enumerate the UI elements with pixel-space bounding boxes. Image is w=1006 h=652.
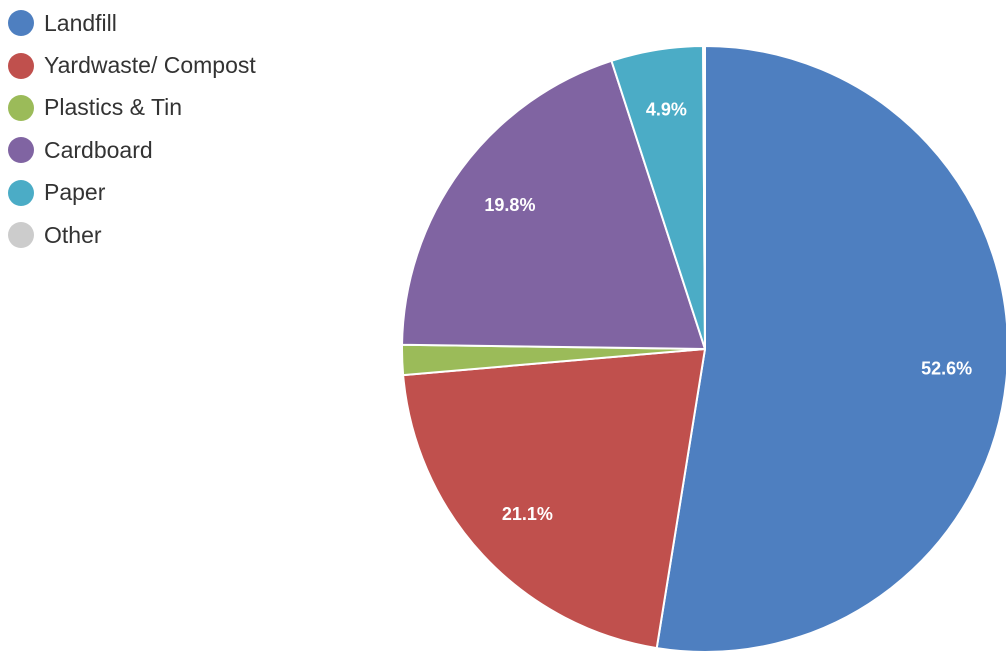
legend-label-cardboard: Cardboard [44,136,153,163]
slice-label-paper: 4.9% [646,100,687,120]
chart-legend: Landfill Yardwaste/ Compost Plastics & T… [8,2,256,256]
legend-item-landfill[interactable]: Landfill [8,2,256,44]
slice-label-yardwaste-compost: 21.1% [502,504,553,524]
legend-label-landfill: Landfill [44,9,117,36]
legend-label-paper: Paper [44,179,106,206]
legend-swatch-cardboard [8,137,34,164]
legend-swatch-plastics-tin [8,94,34,121]
pie-slice-cardboard[interactable] [401,59,706,350]
slice-label-landfill: 52.6% [921,358,972,378]
legend-item-plastics-tin[interactable]: Plastics & Tin [8,87,256,129]
pie-slice-landfill[interactable] [655,45,1006,652]
legend-item-yardwaste-compost[interactable]: Yardwaste/ Compost [8,44,256,86]
legend-item-other[interactable]: Other [8,214,256,256]
legend-swatch-yardwaste-compost [8,52,34,79]
legend-swatch-other [8,222,34,249]
legend-swatch-landfill [8,10,34,37]
pie-slices [401,45,1006,652]
legend-item-cardboard[interactable]: Cardboard [8,129,256,171]
pie-slice-other[interactable] [702,45,706,350]
legend-item-paper[interactable]: Paper [8,172,256,214]
legend-label-plastics-tin: Plastics & Tin [44,94,183,121]
pie-labels: 52.6% 21.1% 19.8% 4.9% [484,100,972,524]
legend-label-yardwaste-compost: Yardwaste/ Compost [44,52,256,79]
slice-label-cardboard: 19.8% [484,195,535,215]
legend-label-other: Other [44,221,102,248]
pie-slice-yardwaste-compost[interactable] [402,348,706,650]
legend-swatch-paper [8,179,34,206]
